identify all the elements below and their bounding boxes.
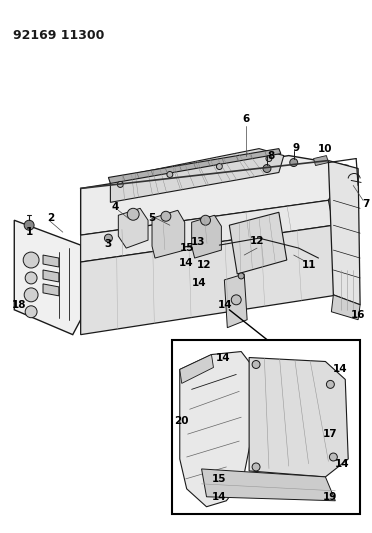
Circle shape (252, 463, 260, 471)
Text: 18: 18 (12, 300, 26, 310)
Polygon shape (229, 212, 287, 274)
Text: 9: 9 (292, 143, 299, 152)
Polygon shape (314, 156, 328, 166)
Polygon shape (152, 211, 185, 258)
Text: 4: 4 (112, 203, 119, 212)
Text: 92169 11300: 92169 11300 (13, 29, 105, 42)
Polygon shape (118, 208, 148, 248)
Circle shape (161, 211, 171, 221)
Text: 15: 15 (179, 243, 194, 253)
Text: 13: 13 (190, 237, 205, 247)
Circle shape (25, 306, 37, 318)
Text: 14: 14 (179, 258, 193, 268)
Text: 17: 17 (323, 429, 338, 439)
Text: 15: 15 (212, 474, 227, 484)
Text: 5: 5 (148, 213, 155, 223)
Polygon shape (202, 469, 335, 501)
Bar (172, 340, 360, 514)
Polygon shape (249, 358, 348, 477)
Text: 14: 14 (192, 278, 207, 288)
Polygon shape (81, 225, 338, 335)
Text: 7: 7 (362, 199, 370, 209)
Text: 16: 16 (351, 310, 365, 320)
Circle shape (201, 215, 211, 225)
Polygon shape (43, 270, 59, 282)
Text: 19: 19 (323, 492, 337, 502)
Polygon shape (328, 160, 360, 305)
Circle shape (326, 381, 334, 389)
Text: 1: 1 (26, 227, 33, 237)
Text: 8: 8 (267, 151, 275, 160)
Text: 11: 11 (301, 260, 316, 270)
Circle shape (23, 252, 39, 268)
Text: 14: 14 (216, 352, 231, 362)
Polygon shape (43, 255, 59, 267)
Text: 6: 6 (243, 114, 250, 124)
Polygon shape (331, 295, 360, 320)
Text: 12: 12 (197, 260, 212, 270)
Polygon shape (110, 149, 284, 203)
Polygon shape (81, 156, 348, 235)
Circle shape (217, 164, 222, 169)
Circle shape (238, 273, 244, 279)
Circle shape (167, 172, 173, 177)
Text: 2: 2 (47, 213, 55, 223)
Circle shape (266, 156, 272, 161)
Polygon shape (14, 220, 81, 335)
Text: 20: 20 (174, 416, 189, 426)
Text: 12: 12 (250, 236, 264, 246)
Circle shape (231, 295, 241, 305)
Circle shape (290, 158, 298, 166)
Polygon shape (180, 352, 253, 507)
Polygon shape (108, 149, 281, 183)
Text: 14: 14 (218, 300, 232, 310)
Text: 14: 14 (335, 459, 350, 469)
Circle shape (24, 288, 38, 302)
Circle shape (127, 208, 139, 220)
Polygon shape (81, 200, 333, 262)
Polygon shape (180, 354, 214, 383)
Circle shape (252, 360, 260, 368)
Polygon shape (43, 284, 59, 296)
Text: 14: 14 (333, 365, 347, 375)
Polygon shape (192, 215, 221, 258)
Circle shape (117, 181, 123, 188)
Polygon shape (224, 274, 247, 328)
Text: 3: 3 (105, 239, 112, 249)
Text: 10: 10 (318, 143, 333, 154)
Circle shape (25, 272, 37, 284)
Circle shape (24, 220, 34, 230)
Circle shape (329, 453, 337, 461)
Text: 14: 14 (212, 492, 227, 502)
Circle shape (263, 165, 271, 173)
Circle shape (105, 234, 112, 242)
